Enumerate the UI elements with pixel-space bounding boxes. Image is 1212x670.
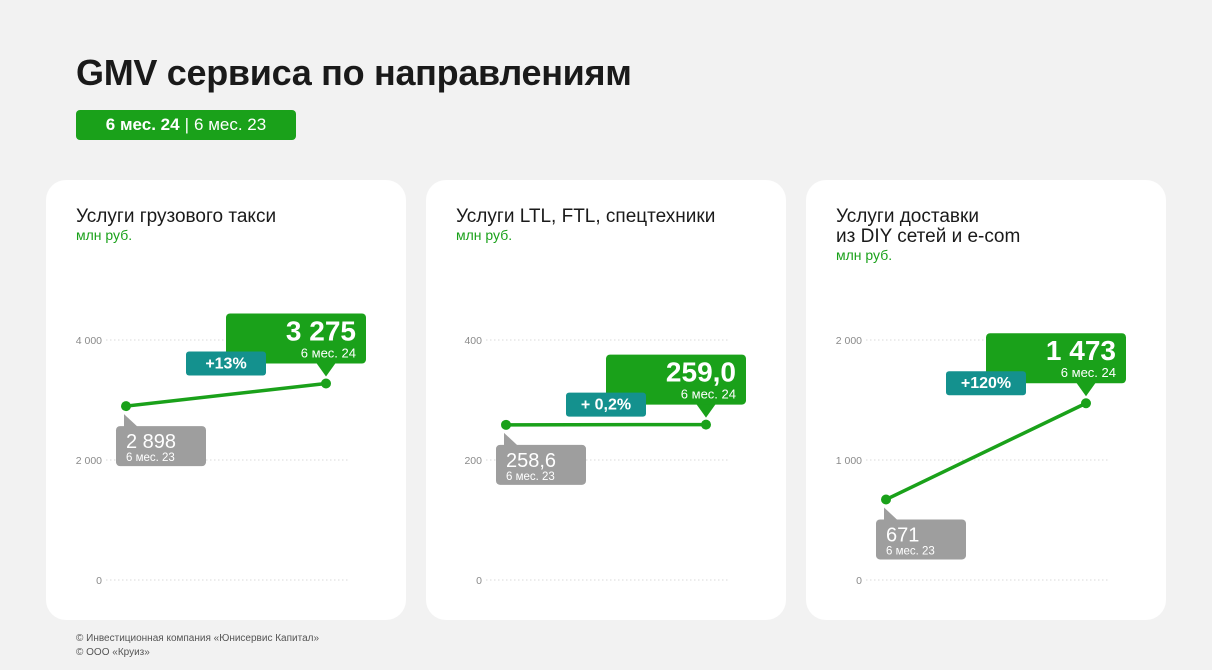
chart-card-diy-ecom: Услуги доставки из DIY сетей и e-com млн… (806, 180, 1166, 620)
data-point-cur (701, 419, 711, 430)
change-label: + 0,2% (581, 397, 631, 414)
callout-pointer-prev (884, 507, 898, 521)
period-legend: 6 мес. 24 | 6 мес. 23 (76, 110, 296, 140)
data-point-prev (121, 401, 131, 412)
value-label-prev: 2 898 (126, 431, 176, 453)
chart-title: Услуги доставки из DIY сетей и e-com (836, 206, 1021, 247)
chart-title: Услуги грузового такси (76, 206, 277, 227)
period-label-prev: 6 мес. 23 (126, 452, 175, 464)
data-point-cur (1081, 398, 1091, 409)
callout-box-prev (496, 444, 586, 485)
callout-box-cur (606, 354, 746, 405)
value-label-prev: 258,6 (506, 450, 556, 472)
callout-pointer-prev (124, 414, 138, 428)
y-tick-label: 4 000 (76, 335, 102, 347)
chart-card-ltl-ftl: Услуги LTL, FTL, спецтехники млн руб. 0 2… (426, 180, 786, 620)
chart-title: Услуги LTL, FTL, спецтехники (456, 206, 716, 227)
chart-card-cargo-taxi: Услуги грузового такси млн руб. 0 2 000 4 … (46, 180, 406, 620)
period-label-prev: 6 мес. 23 (506, 471, 555, 483)
period-previous-label: 6 мес. 23 (194, 115, 267, 134)
y-tick-label: 0 (856, 575, 862, 587)
chart-unit: млн руб. (76, 227, 133, 243)
footer-copyright-1: © Инвестиционная компания «Юнисервис Кап… (76, 633, 320, 644)
period-current-label: 6 мес. 24 (105, 115, 180, 134)
value-label-cur: 1 473 (1046, 335, 1116, 366)
change-label: +120% (961, 375, 1011, 392)
chart-unit: млн руб. (836, 247, 893, 263)
callout-pointer-cur (1076, 382, 1096, 397)
period-label-cur: 6 мес. 24 (1061, 365, 1116, 380)
data-point-prev (501, 419, 511, 430)
data-point-prev (881, 494, 891, 505)
period-label-prev: 6 мес. 23 (886, 545, 935, 557)
y-tick-label: 0 (96, 575, 102, 587)
series-line (124, 381, 328, 408)
y-tick-label: 400 (464, 335, 482, 347)
callout-pointer-cur (696, 403, 716, 418)
value-label-cur: 3 275 (286, 316, 356, 347)
callout-box-cur (986, 333, 1126, 384)
chart-unit: млн руб. (456, 227, 513, 243)
change-badge (946, 371, 1026, 396)
callout-pointer-cur (316, 362, 336, 377)
data-point-cur (321, 378, 331, 389)
chart-ltl-ftl-plot: 0 200 400 258,66 мес. 23 259,06 мес. 24 + 0,2… (464, 335, 746, 587)
page-title: GMV сервиса по направлениям (76, 52, 632, 93)
change-label: +13% (205, 356, 246, 373)
change-badge (186, 351, 266, 376)
period-label-cur: 6 мес. 24 (301, 346, 356, 361)
footer-copyright-2: © ООО «Круиз» (76, 647, 150, 658)
footer: © Инвестиционная компания «Юнисервис Кап… (76, 632, 319, 660)
value-label-prev: 671 (886, 524, 919, 546)
y-tick-label: 0 (476, 575, 482, 587)
value-label-cur: 259,0 (666, 357, 736, 388)
change-badge (566, 392, 646, 417)
y-tick-label: 2 000 (76, 455, 102, 467)
y-tick-label: 2 000 (836, 335, 862, 347)
y-tick-label: 1 000 (836, 455, 862, 467)
callout-box-cur (226, 313, 366, 364)
callout-box-prev (116, 426, 206, 467)
series-line (884, 401, 1088, 502)
callout-pointer-prev (504, 432, 518, 446)
y-tick-label: 200 (464, 455, 482, 467)
period-label-cur: 6 мес. 24 (681, 387, 736, 402)
callout-box-prev (876, 519, 966, 560)
period-separator: | (184, 115, 190, 134)
